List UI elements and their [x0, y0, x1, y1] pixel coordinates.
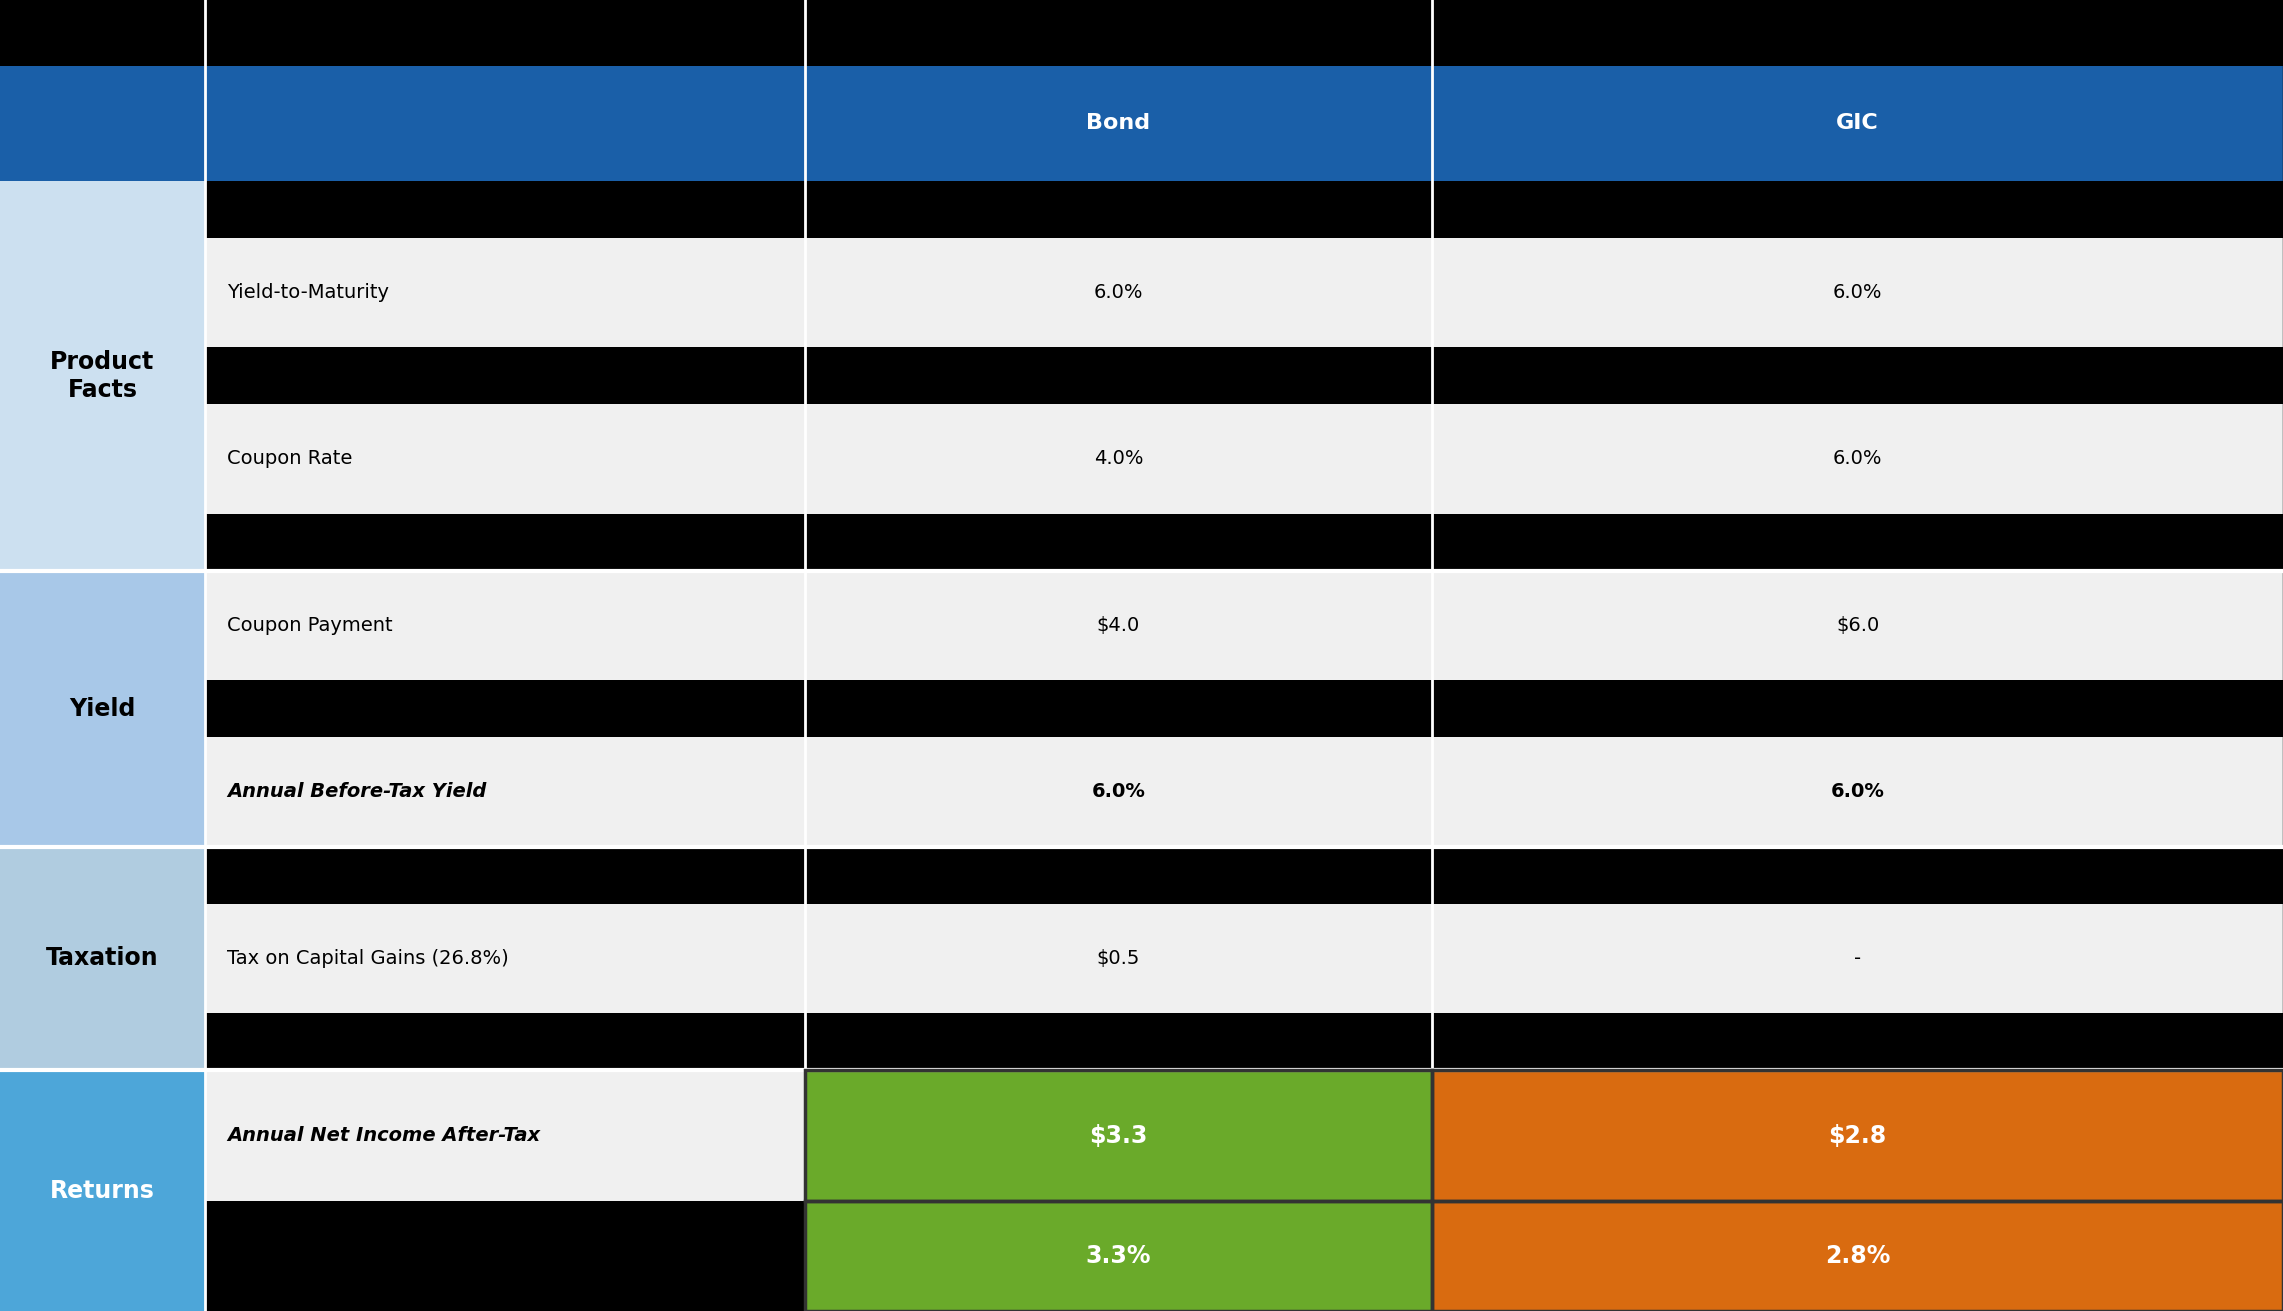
- Text: Product
Facts: Product Facts: [50, 350, 155, 401]
- Bar: [806, 0, 1431, 66]
- Text: 3.3%: 3.3%: [1087, 1244, 1151, 1268]
- Bar: [205, 1201, 806, 1311]
- Text: Taxation: Taxation: [46, 947, 160, 970]
- Bar: [1431, 903, 2283, 1013]
- Text: $6.0: $6.0: [1836, 616, 1879, 635]
- Text: $3.3: $3.3: [1089, 1124, 1148, 1147]
- Bar: [205, 680, 806, 737]
- Bar: [1431, 680, 2283, 737]
- Text: Yield-to-Maturity: Yield-to-Maturity: [226, 283, 388, 302]
- Bar: [205, 237, 806, 347]
- Text: 6.0%: 6.0%: [1091, 783, 1146, 801]
- Bar: [205, 737, 806, 847]
- Text: $2.8: $2.8: [1829, 1124, 1886, 1147]
- Text: Tax on Capital Gains (26.8%): Tax on Capital Gains (26.8%): [226, 949, 509, 968]
- Bar: [205, 347, 806, 404]
- Bar: [806, 404, 1431, 514]
- Text: $0.5: $0.5: [1096, 949, 1139, 968]
- Text: Annual Before-Tax Yield: Annual Before-Tax Yield: [226, 783, 486, 801]
- Text: Yield: Yield: [68, 696, 135, 721]
- Text: -: -: [1854, 949, 1861, 968]
- Bar: [0, 0, 205, 66]
- Text: 6.0%: 6.0%: [1833, 450, 1881, 468]
- Bar: [806, 66, 1431, 181]
- Bar: [0, 181, 205, 570]
- Bar: [806, 737, 1431, 847]
- Bar: [205, 66, 806, 181]
- Bar: [1431, 66, 2283, 181]
- Text: 6.0%: 6.0%: [1833, 283, 1881, 302]
- Bar: [205, 181, 806, 237]
- Bar: [1431, 237, 2283, 347]
- Bar: [1431, 847, 2283, 903]
- Bar: [1431, 514, 2283, 570]
- Bar: [806, 514, 1431, 570]
- Bar: [205, 404, 806, 514]
- Bar: [205, 903, 806, 1013]
- Bar: [1431, 1201, 2283, 1311]
- Bar: [1431, 181, 2283, 237]
- Text: Coupon Payment: Coupon Payment: [226, 616, 393, 635]
- Bar: [806, 903, 1431, 1013]
- Text: Annual Net Income After-Tax: Annual Net Income After-Tax: [226, 1126, 541, 1146]
- Bar: [806, 181, 1431, 237]
- Text: Returns: Returns: [50, 1179, 155, 1202]
- Text: GIC: GIC: [1836, 113, 1879, 134]
- Text: 2.8%: 2.8%: [1824, 1244, 1890, 1268]
- Bar: [205, 570, 806, 680]
- Text: 4.0%: 4.0%: [1094, 450, 1144, 468]
- Bar: [806, 1070, 1431, 1201]
- Bar: [1431, 0, 2283, 66]
- Bar: [806, 347, 1431, 404]
- Bar: [205, 847, 806, 903]
- Text: Coupon Rate: Coupon Rate: [226, 450, 352, 468]
- Bar: [0, 66, 205, 181]
- Bar: [205, 514, 806, 570]
- Bar: [806, 1201, 1431, 1311]
- Bar: [1431, 1070, 2283, 1201]
- Bar: [0, 1070, 205, 1311]
- Bar: [1431, 570, 2283, 680]
- Bar: [806, 1070, 1431, 1201]
- Bar: [806, 847, 1431, 903]
- Bar: [1431, 1070, 2283, 1201]
- Bar: [806, 237, 1431, 347]
- Bar: [205, 0, 806, 66]
- Bar: [1431, 347, 2283, 404]
- Text: Bond: Bond: [1087, 113, 1151, 134]
- Text: 6.0%: 6.0%: [1094, 283, 1144, 302]
- Bar: [205, 1070, 806, 1201]
- Bar: [0, 847, 205, 1070]
- Bar: [1431, 1201, 2283, 1311]
- Text: 6.0%: 6.0%: [1831, 783, 1883, 801]
- Bar: [1431, 404, 2283, 514]
- Bar: [0, 570, 205, 847]
- Bar: [806, 1013, 1431, 1070]
- Bar: [1431, 1013, 2283, 1070]
- Bar: [1431, 737, 2283, 847]
- Bar: [205, 1013, 806, 1070]
- Bar: [806, 680, 1431, 737]
- Text: $4.0: $4.0: [1096, 616, 1139, 635]
- Bar: [806, 570, 1431, 680]
- Bar: [806, 1201, 1431, 1311]
